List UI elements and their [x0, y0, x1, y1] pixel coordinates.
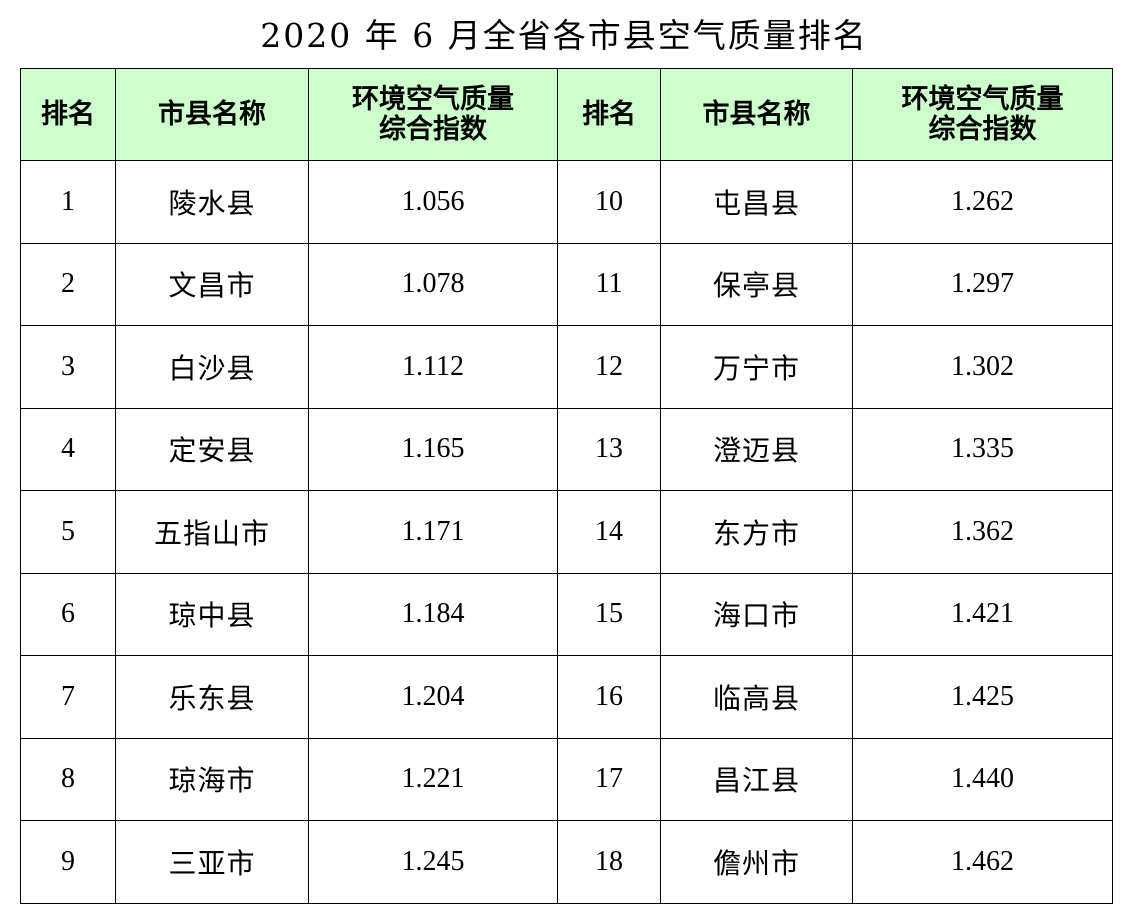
- rank-cell: 13: [557, 407, 661, 491]
- table-row: 7 乐东县 1.204 16 临高县 1.425: [20, 655, 1113, 739]
- header-air-quality-index: 环境空气质量 综合指数: [308, 68, 558, 161]
- city-name-cell: 乐东县: [115, 655, 309, 739]
- index-value-cell: 1.440: [852, 737, 1113, 821]
- rank-cell: 16: [557, 655, 661, 739]
- header-index-line1: 环境空气质量: [352, 83, 514, 115]
- rank-cell: 9: [20, 820, 116, 904]
- index-value-cell: 1.302: [852, 325, 1113, 409]
- header-city-name: 市县名称: [115, 68, 309, 161]
- rank-cell: 8: [20, 737, 116, 821]
- table-row: 1 陵水县 1.056 10 屯昌县 1.262: [20, 160, 1113, 244]
- header-index-line1: 环境空气质量: [901, 83, 1064, 115]
- air-quality-ranking-table: 排名 市县名称 环境空气质量 综合指数 排名 市县名称 环境空气质量 综合指数 …: [20, 68, 1113, 904]
- city-name-cell: 临高县: [660, 655, 853, 739]
- index-value-cell: 1.245: [308, 820, 558, 904]
- index-value-cell: 1.297: [852, 242, 1113, 326]
- index-value-cell: 1.421: [852, 572, 1113, 656]
- rank-cell: 17: [557, 737, 661, 821]
- rank-cell: 3: [20, 325, 116, 409]
- rank-cell: 5: [20, 490, 116, 574]
- header-index-line2: 综合指数: [379, 113, 487, 145]
- city-name-cell: 保亭县: [660, 242, 853, 326]
- header-index-line2: 综合指数: [928, 113, 1037, 145]
- index-value-cell: 1.262: [852, 160, 1113, 244]
- rank-cell: 6: [20, 572, 116, 656]
- rank-cell: 12: [557, 325, 661, 409]
- index-value-cell: 1.165: [308, 407, 558, 491]
- city-name-cell: 定安县: [115, 407, 309, 491]
- city-name-cell: 三亚市: [115, 820, 309, 904]
- rank-cell: 7: [20, 655, 116, 739]
- table-row: 6 琼中县 1.184 15 海口市 1.421: [20, 572, 1113, 656]
- table-row: 9 三亚市 1.245 18 儋州市 1.462: [20, 820, 1113, 904]
- city-name-cell: 儋州市: [660, 820, 853, 904]
- city-name-cell: 文昌市: [115, 242, 309, 326]
- city-name-cell: 澄迈县: [660, 407, 853, 491]
- index-value-cell: 1.112: [308, 325, 558, 409]
- rank-cell: 14: [557, 490, 661, 574]
- rank-cell: 18: [557, 820, 661, 904]
- table-header-row: 排名 市县名称 环境空气质量 综合指数 排名 市县名称 环境空气质量 综合指数: [20, 68, 1113, 161]
- city-name-cell: 海口市: [660, 572, 853, 656]
- page-title: 2020 年 6 月全省各市县空气质量排名: [260, 16, 868, 55]
- city-name-cell: 琼中县: [115, 572, 309, 656]
- index-value-cell: 1.362: [852, 490, 1113, 574]
- city-name-cell: 昌江县: [660, 737, 853, 821]
- city-name-cell: 屯昌县: [660, 160, 853, 244]
- table-row: 3 白沙县 1.112 12 万宁市 1.302: [20, 325, 1113, 409]
- index-value-cell: 1.184: [308, 572, 558, 656]
- rank-cell: 2: [20, 242, 116, 326]
- rank-cell: 1: [20, 160, 116, 244]
- city-name-cell: 万宁市: [660, 325, 853, 409]
- city-name-cell: 琼海市: [115, 737, 309, 821]
- rank-cell: 4: [20, 407, 116, 491]
- index-value-cell: 1.462: [852, 820, 1113, 904]
- index-value-cell: 1.056: [308, 160, 558, 244]
- rank-cell: 15: [557, 572, 661, 656]
- header-rank: 排名: [557, 68, 661, 161]
- table-row: 5 五指山市 1.171 14 东方市 1.362: [20, 490, 1113, 574]
- index-value-cell: 1.171: [308, 490, 558, 574]
- city-name-cell: 陵水县: [115, 160, 309, 244]
- table-row: 4 定安县 1.165 13 澄迈县 1.335: [20, 407, 1113, 491]
- index-value-cell: 1.204: [308, 655, 558, 739]
- rank-cell: 10: [557, 160, 661, 244]
- city-name-cell: 白沙县: [115, 325, 309, 409]
- table-row: 8 琼海市 1.221 17 昌江县 1.440: [20, 737, 1113, 821]
- header-city-name: 市县名称: [660, 68, 853, 161]
- index-value-cell: 1.425: [852, 655, 1113, 739]
- header-air-quality-index: 环境空气质量 综合指数: [852, 68, 1113, 161]
- table-row: 2 文昌市 1.078 11 保亭县 1.297: [20, 242, 1113, 326]
- city-name-cell: 东方市: [660, 490, 853, 574]
- index-value-cell: 1.078: [308, 242, 558, 326]
- index-value-cell: 1.221: [308, 737, 558, 821]
- city-name-cell: 五指山市: [115, 490, 309, 574]
- header-rank: 排名: [20, 68, 116, 161]
- rank-cell: 11: [557, 242, 661, 326]
- index-value-cell: 1.335: [852, 407, 1113, 491]
